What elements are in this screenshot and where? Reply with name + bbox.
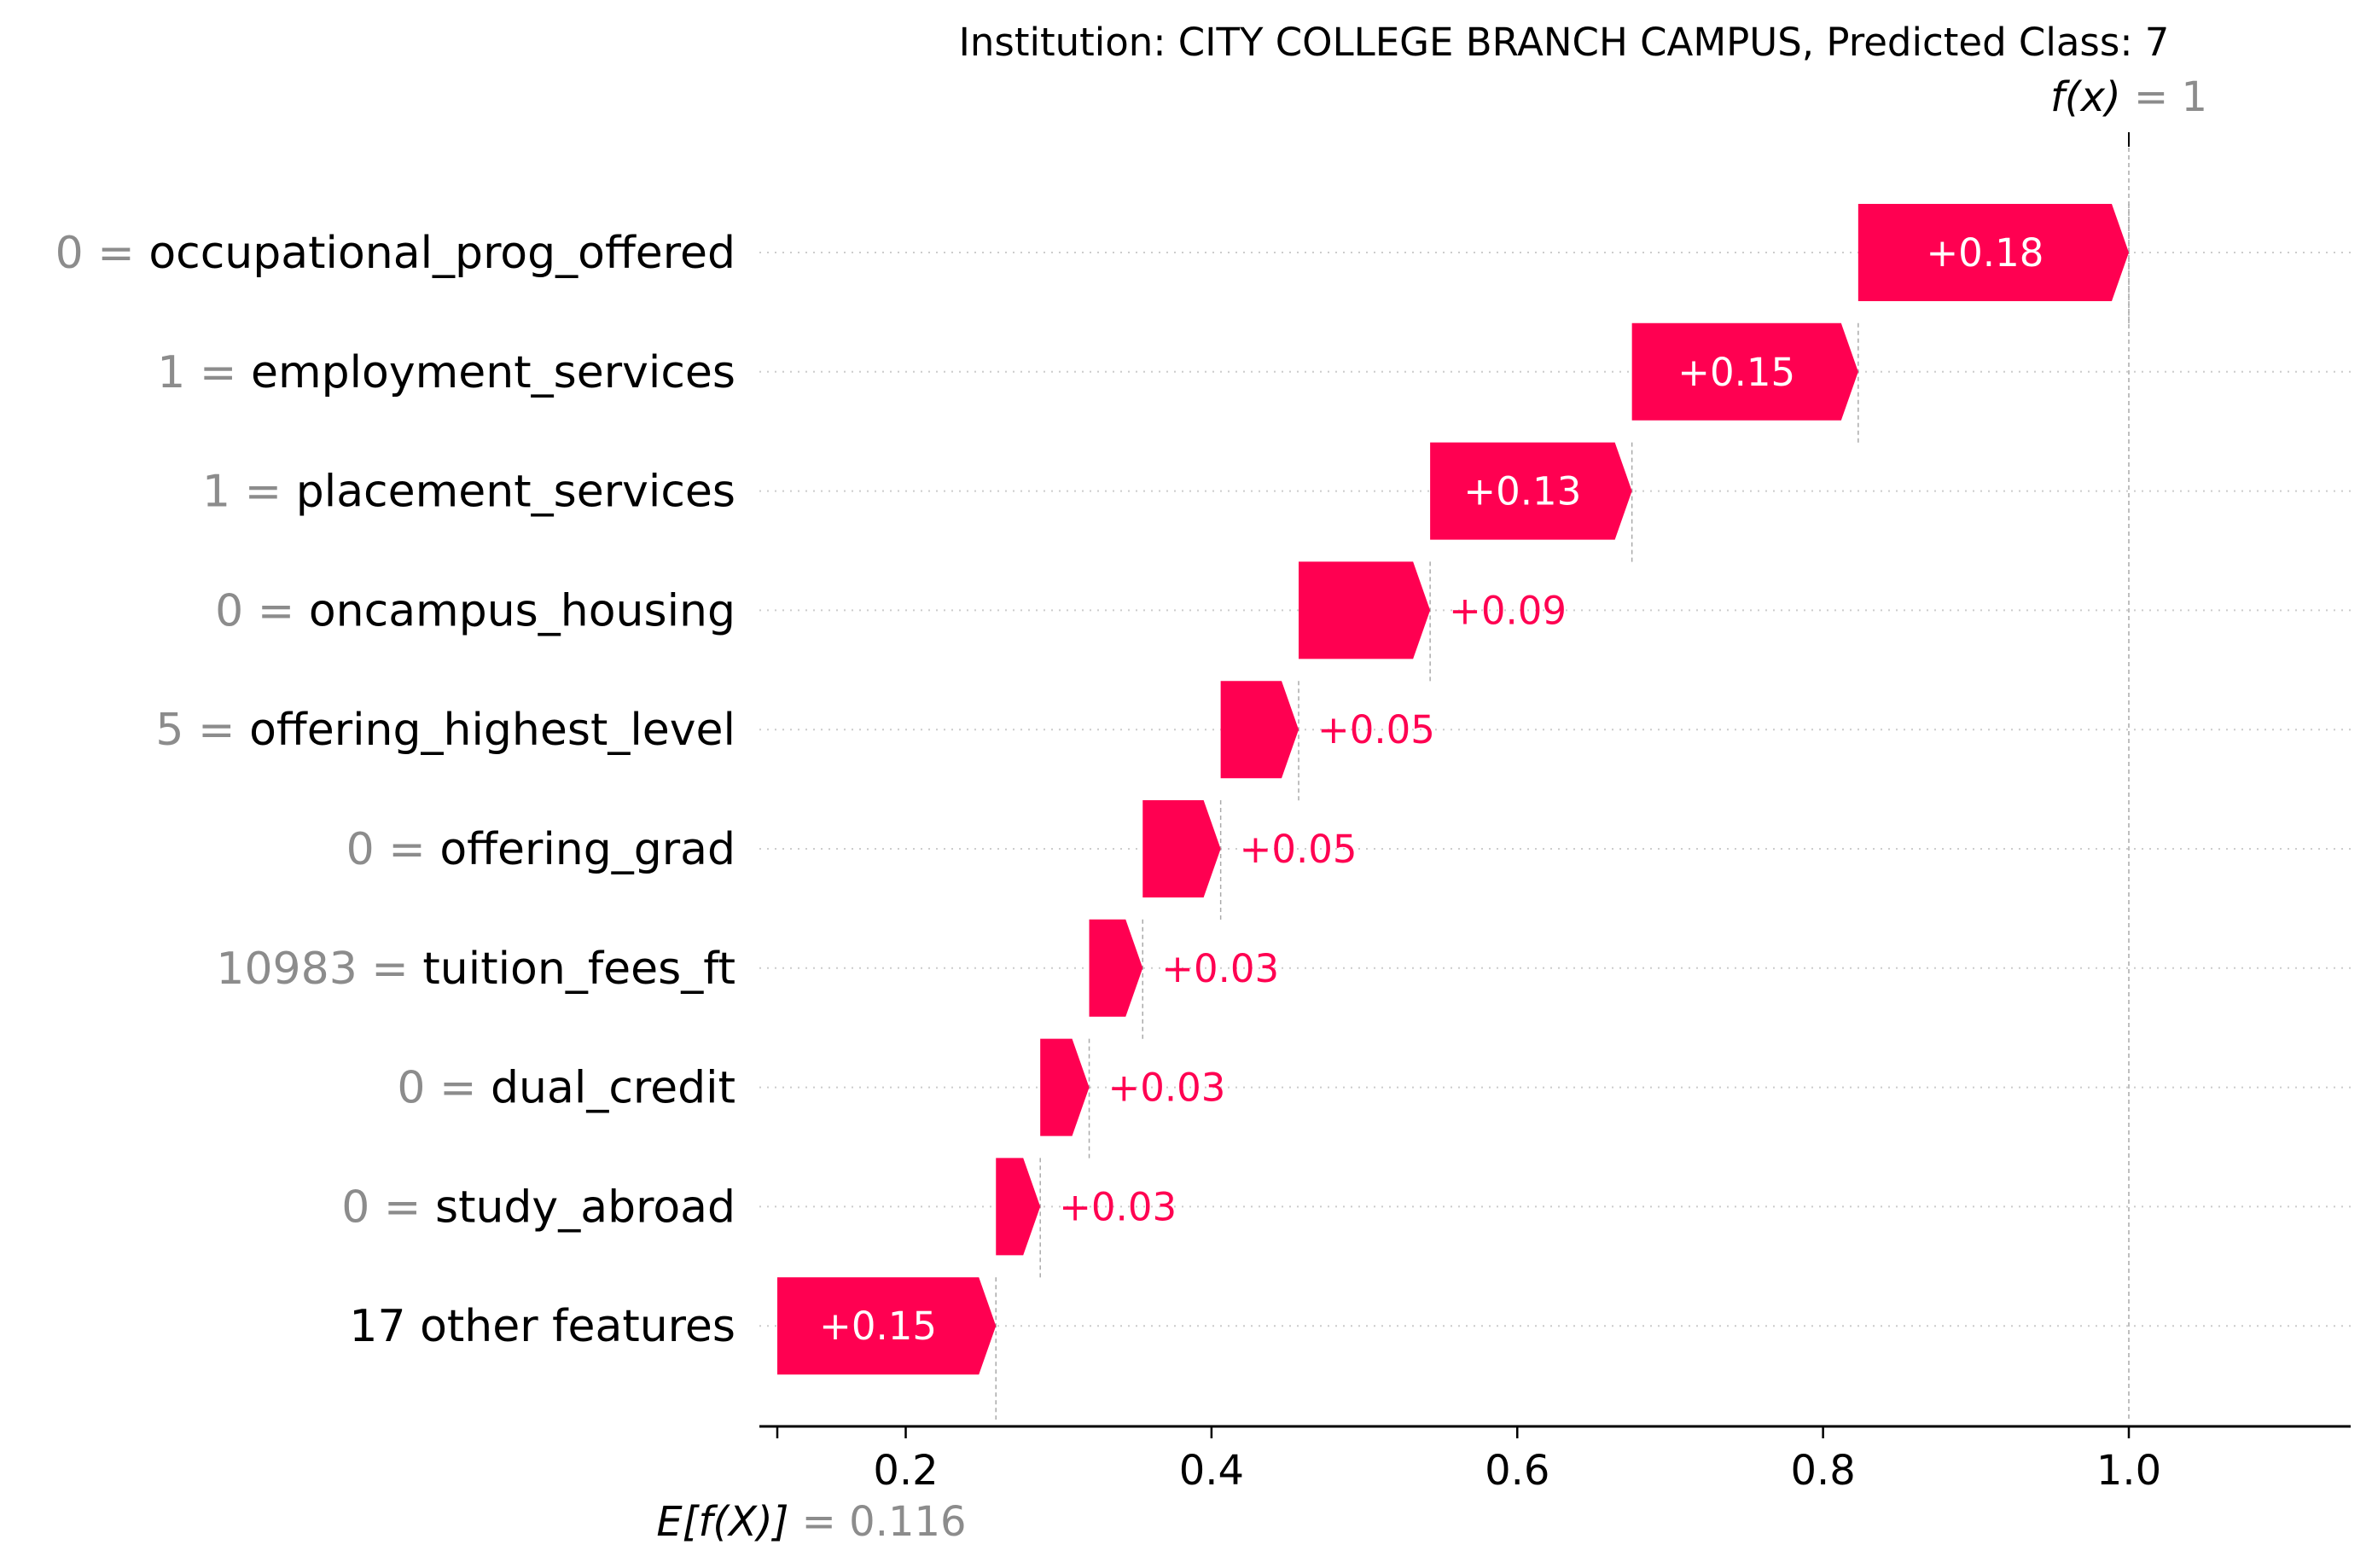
feature-value: 1 = bbox=[202, 467, 296, 518]
feature-label: 0 = study_abroad bbox=[341, 1182, 735, 1233]
x-tick-label: 0.6 bbox=[1485, 1447, 1549, 1495]
feature-value: 0 = bbox=[55, 228, 149, 279]
bar-label: +0.09 bbox=[1449, 588, 1567, 633]
bar-label: +0.13 bbox=[1463, 469, 1581, 514]
bar bbox=[1142, 800, 1221, 897]
feature-label: 1 = placement_services bbox=[202, 467, 735, 518]
feature-name: tuition_fees_ft bbox=[422, 944, 735, 995]
bar bbox=[1299, 561, 1431, 659]
feature-name: 17 other features bbox=[349, 1301, 735, 1352]
output-label: f(x) bbox=[2050, 73, 2121, 121]
feature-label: 0 = oncampus_housing bbox=[215, 585, 735, 636]
feature-labels: +0.18 0 = occupational_prog_offered +0.15 1… bbox=[55, 228, 2044, 1352]
feature-name: offering_highest_level bbox=[249, 705, 735, 756]
x-tick-label: 1.0 bbox=[2096, 1447, 2161, 1495]
feature-label: 17 other features bbox=[349, 1301, 735, 1352]
feature-name: occupational_prog_offered bbox=[148, 228, 735, 279]
bar-label: +0.15 bbox=[1677, 350, 1795, 395]
base-label: E[f(X)] bbox=[656, 1498, 788, 1546]
feature-label: 1 = employment_services bbox=[157, 347, 735, 398]
output-value: = 1 bbox=[2121, 73, 2207, 121]
bar bbox=[1089, 919, 1143, 1017]
bar-label: +0.15 bbox=[819, 1304, 937, 1349]
base-value: = 0.116 bbox=[788, 1498, 966, 1546]
feature-value: 0 = bbox=[341, 1182, 435, 1233]
feature-name: employment_services bbox=[251, 347, 735, 398]
feature-value: 0 = bbox=[397, 1063, 491, 1114]
output-annotation: f(x) = 1 bbox=[2050, 73, 2207, 121]
feature-label: 5 = offering_highest_level bbox=[155, 705, 735, 756]
bar bbox=[996, 1158, 1041, 1256]
bar-label: +0.03 bbox=[1059, 1184, 1177, 1229]
feature-label: 0 = offering_grad bbox=[346, 824, 735, 875]
bar bbox=[1220, 681, 1299, 779]
x-tick-label: 0.2 bbox=[873, 1447, 938, 1495]
feature-label: 10983 = tuition_fees_ft bbox=[216, 944, 735, 995]
bar bbox=[1040, 1038, 1090, 1136]
bar bbox=[1430, 442, 1632, 540]
feature-label: 0 = dual_credit bbox=[397, 1063, 735, 1114]
feature-name: oncampus_housing bbox=[309, 585, 735, 636]
feature-value: 0 = bbox=[215, 585, 309, 636]
chart-title: Institution: CITY COLLEGE BRANCH CAMPUS,… bbox=[959, 20, 2170, 65]
bar bbox=[777, 1277, 997, 1375]
feature-name: offering_grad bbox=[439, 824, 735, 875]
bar-guide-lines bbox=[995, 132, 2130, 1420]
feature-value: 0 = bbox=[346, 824, 440, 875]
feature-value: 5 = bbox=[155, 705, 249, 756]
bar bbox=[1631, 322, 1858, 421]
expected-and-output-annotations: f(x) = 1 E[f(X)] = 0.116 bbox=[656, 73, 2207, 1546]
feature-name: placement_services bbox=[296, 467, 735, 518]
bar-label: +0.03 bbox=[1161, 946, 1279, 991]
bar-label: +0.03 bbox=[1108, 1066, 1226, 1111]
x-tick-label: 0.8 bbox=[1790, 1447, 1855, 1495]
feature-value: 1 = bbox=[157, 347, 251, 398]
feature-value: 10983 = bbox=[216, 944, 422, 995]
bar-label: +0.18 bbox=[1926, 230, 2044, 276]
x-axis: 0.2 0.4 0.6 0.8 1.0 bbox=[759, 132, 2351, 1495]
base-annotation: E[f(X)] = 0.116 bbox=[656, 1498, 966, 1546]
feature-name: study_abroad bbox=[435, 1182, 735, 1233]
bar bbox=[1857, 204, 2129, 301]
x-tick-label: 0.4 bbox=[1179, 1447, 1244, 1495]
bar-label: +0.05 bbox=[1317, 707, 1435, 752]
bar-label: +0.05 bbox=[1240, 827, 1358, 872]
bars bbox=[777, 204, 2129, 1375]
feature-name: dual_credit bbox=[491, 1063, 735, 1114]
feature-label: 0 = occupational_prog_offered bbox=[55, 228, 735, 279]
